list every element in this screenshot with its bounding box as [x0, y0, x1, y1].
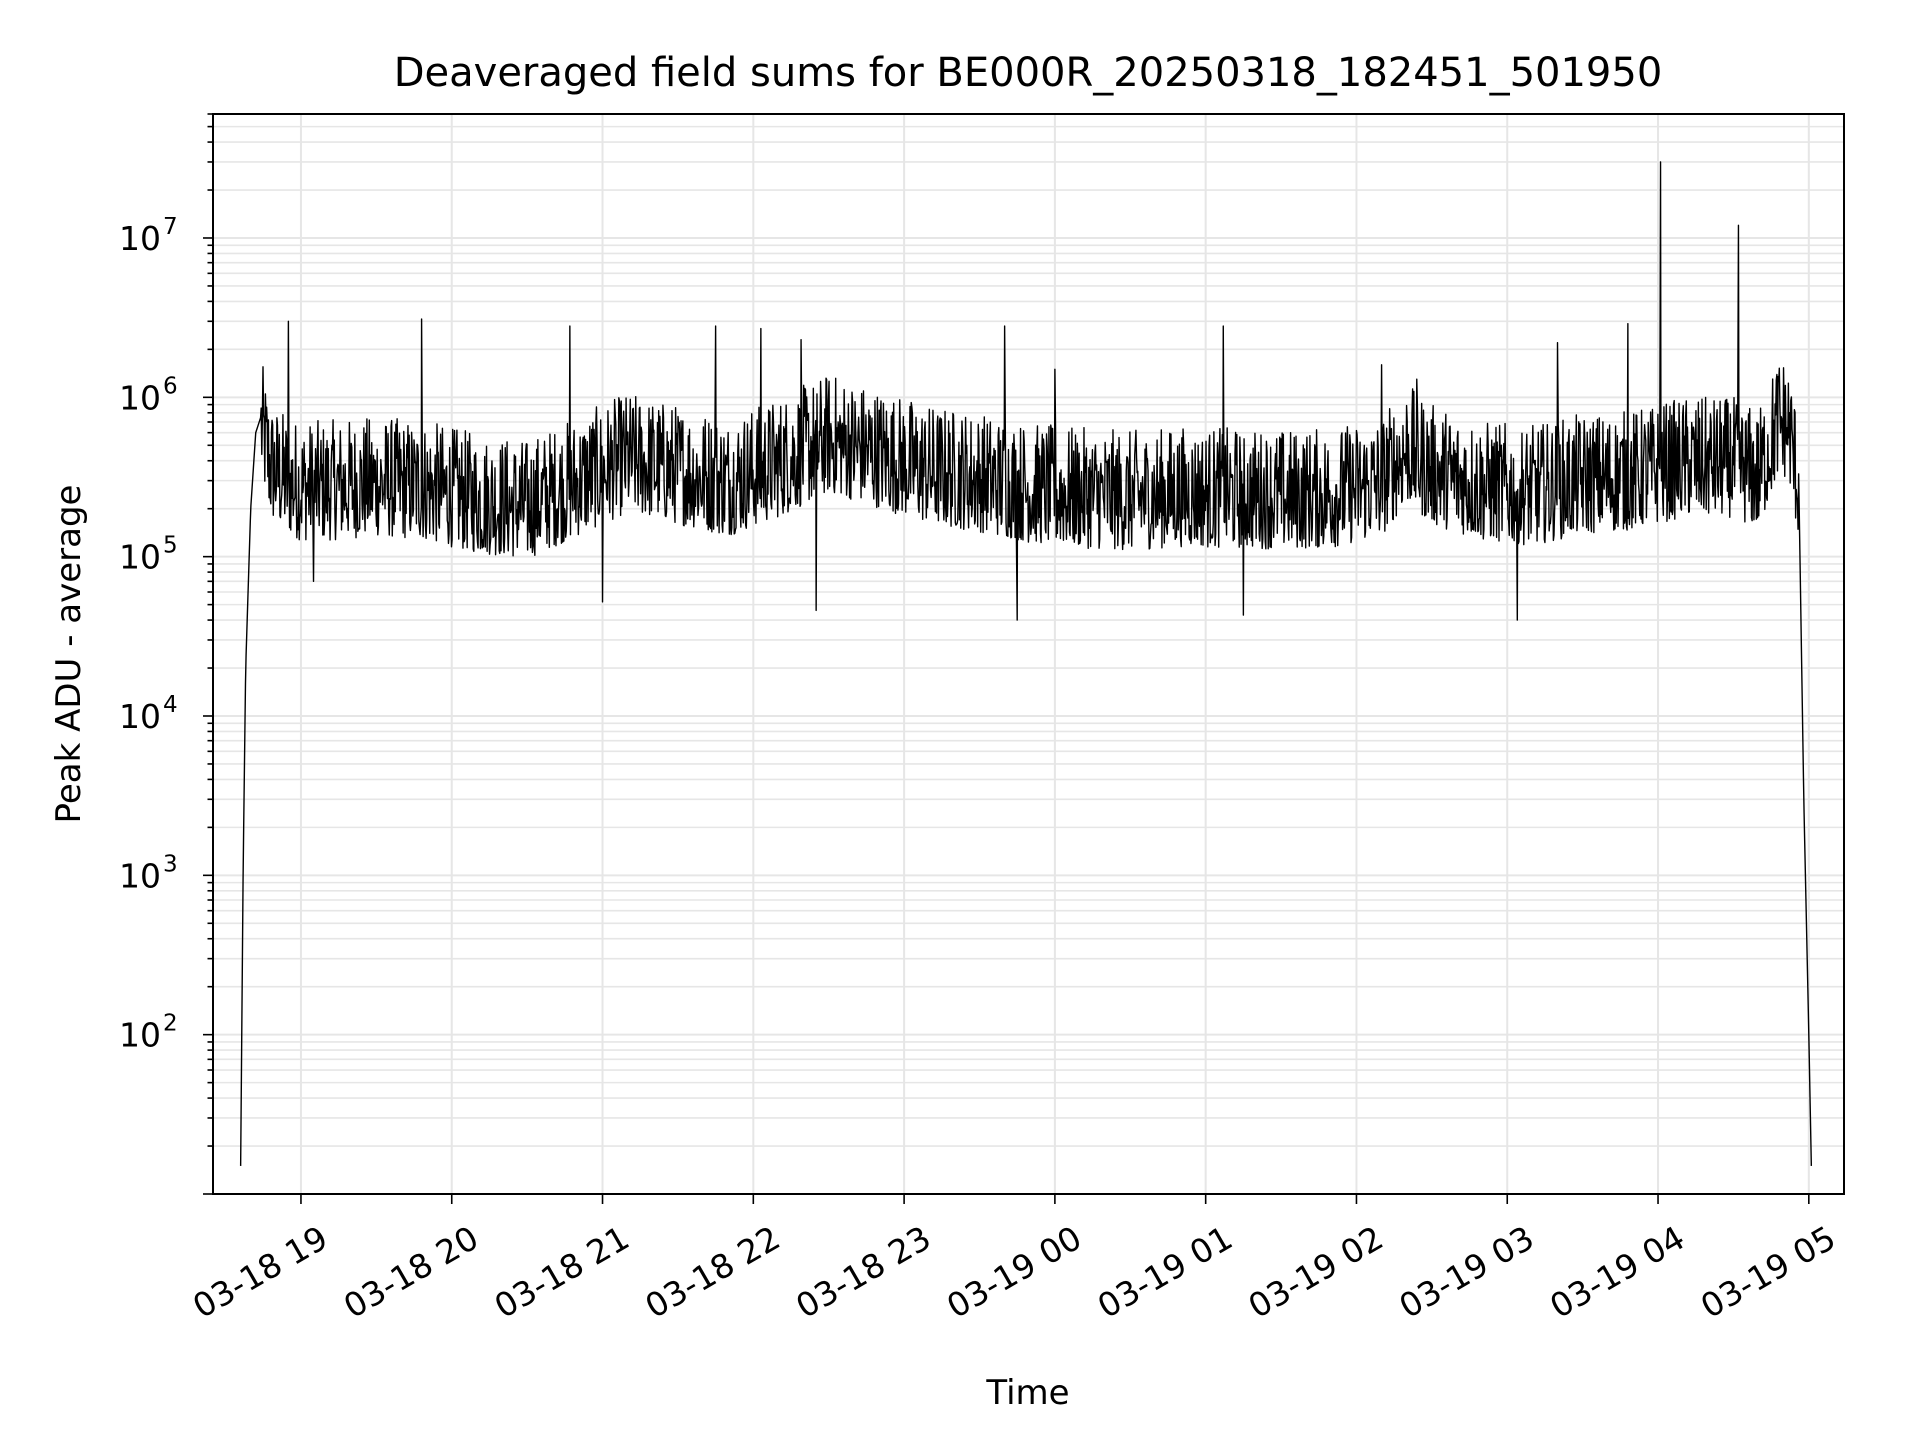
- y-tick-base: 10: [119, 538, 161, 577]
- plot-frame: [212, 113, 1845, 1195]
- chart-title: Deaveraged field sums for BE000R_2025031…: [394, 50, 1663, 96]
- y-tick-exponent: 3: [163, 851, 178, 877]
- y-tick-base: 10: [119, 219, 161, 258]
- y-tick-base: 10: [119, 697, 161, 736]
- x-axis-label: Time: [985, 1373, 1069, 1413]
- y-tick-exponent: 6: [163, 373, 178, 399]
- y-tick-exponent: 4: [163, 692, 178, 718]
- y-tick-exponent: 5: [163, 533, 178, 559]
- y-tick-exponent: 2: [163, 1011, 178, 1037]
- y-tick-label: 10: [119, 378, 161, 417]
- y-tick-base: 10: [119, 856, 161, 895]
- y-tick-label: 10: [119, 1016, 161, 1055]
- y-tick-exponent: 7: [163, 214, 178, 240]
- y-tick-base: 10: [119, 1016, 161, 1055]
- y-tick-label: 10: [119, 697, 161, 736]
- y-tick-label: 10: [119, 538, 161, 577]
- data-layer: [239, 161, 1813, 1166]
- y-tick-label: 10: [119, 219, 161, 258]
- y-tick-base: 10: [119, 378, 161, 417]
- y-tick-label: 10: [119, 856, 161, 895]
- y-axis-label: Peak ADU - average: [49, 485, 89, 824]
- series-line: [239, 161, 1813, 1166]
